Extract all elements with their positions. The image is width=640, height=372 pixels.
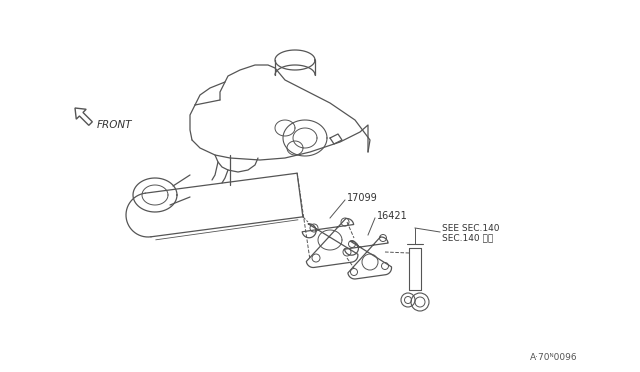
Text: 16421: 16421 [377, 211, 408, 221]
Polygon shape [75, 108, 92, 125]
Text: FRONT: FRONT [97, 120, 132, 130]
Text: A·70ᴺ0096: A·70ᴺ0096 [530, 353, 578, 362]
Text: SEE SEC.140: SEE SEC.140 [442, 224, 499, 232]
Text: 17099: 17099 [347, 193, 378, 203]
Text: SEC.140 参照: SEC.140 参照 [442, 234, 493, 243]
